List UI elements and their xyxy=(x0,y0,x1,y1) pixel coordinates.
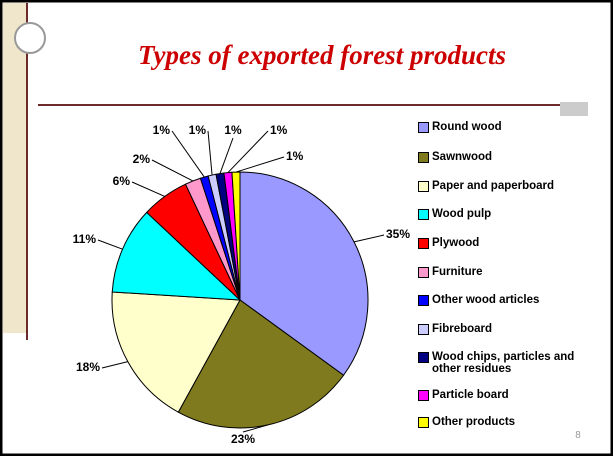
legend-label: Paper and paperboard xyxy=(432,180,555,192)
legend-swatch xyxy=(418,238,429,249)
legend-label: Furniture xyxy=(432,266,483,278)
data-label: 1% xyxy=(286,149,304,163)
legend-label: Round wood xyxy=(432,121,502,133)
leader-line xyxy=(227,130,269,173)
pie-slice xyxy=(111,211,242,301)
legend-item: Sawnwood xyxy=(418,151,603,163)
data-label: 1% xyxy=(224,123,242,137)
legend-label: Fibreboard xyxy=(432,323,493,335)
data-label: 11% xyxy=(73,232,97,246)
legend-label: Other wood articles xyxy=(432,294,540,306)
legend-label: Wood chips, particles and other residues xyxy=(432,351,575,375)
leader-line xyxy=(97,239,123,250)
legend-swatch xyxy=(418,390,429,401)
legend-item: Fibreboard xyxy=(418,323,603,335)
legend-item: Round wood xyxy=(418,121,603,133)
legend-swatch xyxy=(418,181,429,192)
data-label: 1% xyxy=(270,123,288,137)
leader-line xyxy=(207,130,213,176)
legend-item: Wood pulp xyxy=(418,208,603,220)
leader-line xyxy=(235,156,285,173)
chart-title: Types of exported forest products xyxy=(138,40,506,70)
legend-swatch xyxy=(418,209,429,220)
leader-line xyxy=(353,234,385,243)
legend-item: Wood chips, particles and other residues xyxy=(418,351,603,375)
legend-item: Plywood xyxy=(418,237,603,249)
legend-swatch xyxy=(418,267,429,278)
leader-line xyxy=(219,137,234,174)
legend-swatch xyxy=(418,352,429,363)
data-label: 2% xyxy=(133,152,151,166)
legend-item: Furniture xyxy=(418,266,603,278)
logo xyxy=(14,22,46,54)
legend-swatch xyxy=(418,295,429,306)
pie-slice xyxy=(111,291,241,413)
data-label: 23% xyxy=(231,432,255,446)
legend-swatch xyxy=(418,324,429,335)
data-label: 35% xyxy=(386,227,410,241)
data-label: 6% xyxy=(113,174,131,188)
pie-slice xyxy=(177,299,345,429)
legend-swatch xyxy=(418,152,429,163)
leader-line xyxy=(171,130,205,178)
side-strip xyxy=(3,3,27,333)
legend-label: Particle board xyxy=(432,389,509,401)
rule-end xyxy=(560,102,588,116)
legend-item: Paper and paperboard xyxy=(418,180,603,192)
slide-number: 8 xyxy=(575,430,581,441)
data-label: 18% xyxy=(76,360,100,374)
data-label: 1% xyxy=(189,123,207,137)
legend-label: Wood pulp xyxy=(432,208,492,220)
legend-item: Other wood articles xyxy=(418,294,603,306)
leader-line xyxy=(151,159,194,182)
leader-line xyxy=(101,361,128,369)
legend-label: Sawnwood xyxy=(432,151,493,163)
leader-line xyxy=(242,424,269,433)
legend-item: Other products xyxy=(418,416,603,428)
leader-line xyxy=(131,181,165,197)
legend-swatch xyxy=(418,122,429,133)
legend-label: Other products xyxy=(432,416,516,428)
data-label: 1% xyxy=(153,123,171,137)
legend-label: Plywood xyxy=(432,237,480,249)
legend-swatch xyxy=(418,417,429,428)
legend-item: Particle board xyxy=(418,389,603,401)
